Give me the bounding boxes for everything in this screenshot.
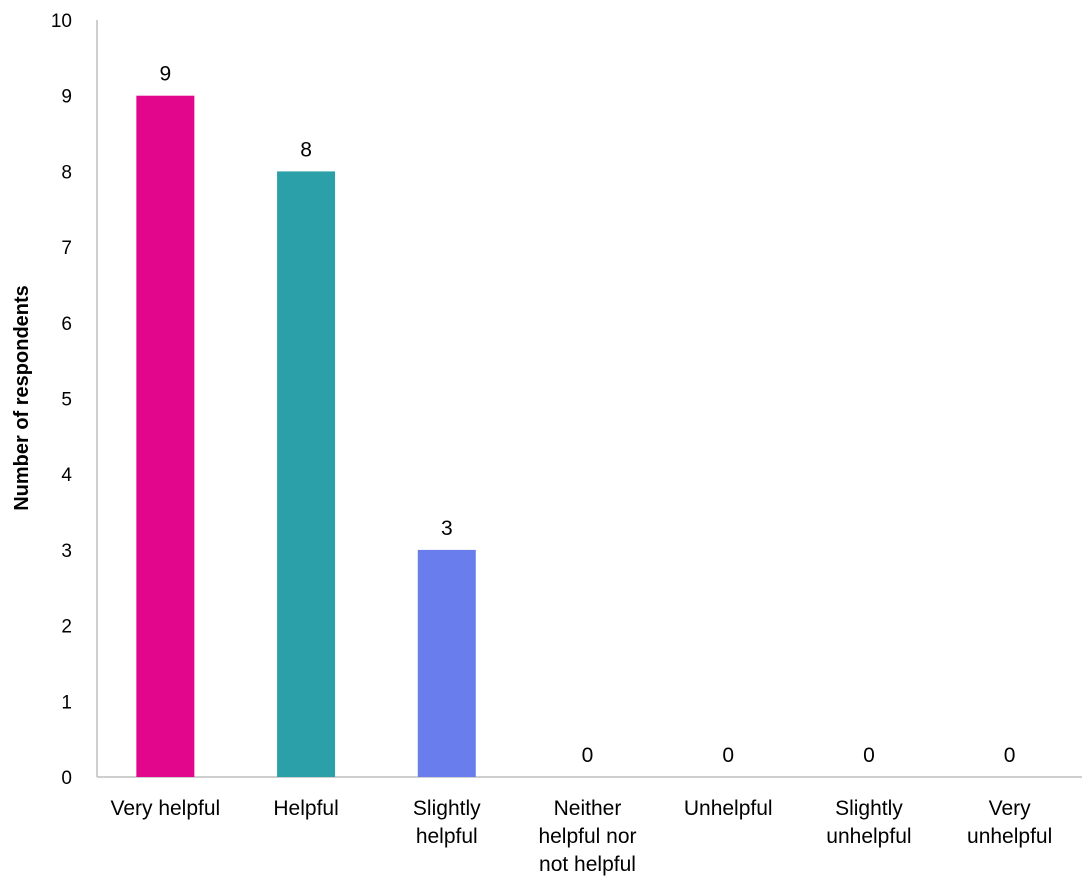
category-labels: Very helpful Helpful Slightly helpful Neithe… xyxy=(110,797,1052,876)
y-axis-label: Number of respondents xyxy=(11,285,33,511)
bars xyxy=(136,95,476,777)
category-label-line: unhelpful xyxy=(826,825,911,848)
data-labels: 9 8 3 0 0 0 0 xyxy=(160,63,1016,767)
bar xyxy=(417,549,476,777)
category-label: Unhelpful xyxy=(684,797,773,820)
category-label: Very unhelpful xyxy=(967,797,1052,848)
category-label-line: Slightly xyxy=(413,797,481,820)
y-tick-label: 8 xyxy=(61,162,72,183)
y-tick-label: 5 xyxy=(61,390,72,411)
category-label-line: not helpful xyxy=(539,853,636,876)
category-label-line: Very helpful xyxy=(110,797,220,820)
category-label-line: Helpful xyxy=(273,797,338,820)
data-label: 3 xyxy=(441,517,453,540)
y-tick-label: 6 xyxy=(61,314,72,335)
category-label: Slightly helpful xyxy=(413,797,481,848)
y-tick-label: 10 xyxy=(51,11,72,32)
category-label-line: helpful nor xyxy=(538,825,636,848)
category-label: Slightly unhelpful xyxy=(826,797,911,848)
category-label-line: Unhelpful xyxy=(684,797,773,820)
category-label: Neither helpful nor not helpful xyxy=(538,797,636,876)
category-label-line: helpful xyxy=(416,825,478,848)
bar xyxy=(277,171,336,777)
category-label-line: Very xyxy=(989,797,1032,820)
y-tick-label: 7 xyxy=(61,238,72,259)
data-label: 0 xyxy=(863,744,875,767)
category-label-line: Neither xyxy=(554,797,622,820)
category-label-line: Slightly xyxy=(835,797,903,820)
y-tick-label: 0 xyxy=(61,768,72,789)
bar xyxy=(136,95,195,777)
y-tick-label: 9 xyxy=(61,87,72,108)
data-label: 8 xyxy=(300,138,312,161)
category-label-line: unhelpful xyxy=(967,825,1052,848)
category-label: Very helpful xyxy=(110,797,220,820)
data-label: 0 xyxy=(1004,744,1016,767)
data-label: 0 xyxy=(582,744,594,767)
y-tick-label: 1 xyxy=(61,692,72,713)
category-label: Helpful xyxy=(273,797,338,820)
data-label: 0 xyxy=(722,744,734,767)
y-tick-label: 2 xyxy=(61,617,72,638)
y-tick-labels: 0 1 2 3 4 5 6 7 8 9 10 xyxy=(51,11,73,789)
data-label: 9 xyxy=(160,63,172,86)
y-tick-label: 4 xyxy=(61,465,72,486)
y-tick-label: 3 xyxy=(61,541,72,562)
